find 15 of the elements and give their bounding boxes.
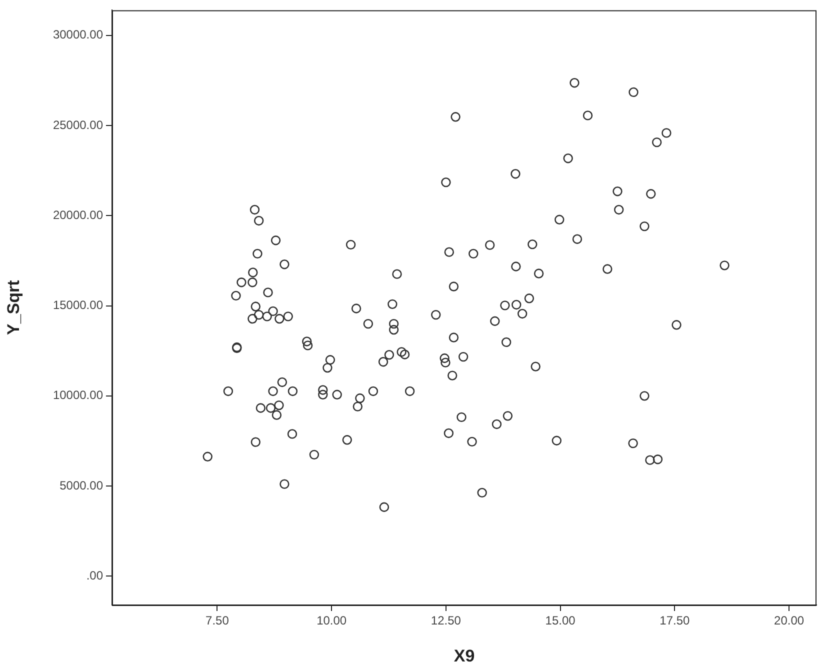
- y-tick-label: .00: [86, 568, 104, 582]
- y-axis-title: Y_Sqrt: [4, 280, 23, 335]
- x-tick-label: 12.50: [430, 614, 462, 628]
- y-tick-label: 5000.00: [60, 478, 104, 492]
- x-tick-label: 10.00: [316, 614, 347, 628]
- x-tick-label: 20.00: [774, 614, 804, 628]
- y-tick-label: 25000.00: [52, 118, 104, 132]
- x-axis-title: X9: [454, 646, 475, 666]
- x-tick-label: 15.00: [545, 614, 576, 628]
- y-tick-label: 20000.00: [52, 208, 104, 222]
- x-tick-label: 17.50: [660, 614, 690, 628]
- y-tick-label: 10000.00: [52, 388, 104, 402]
- y-tick-label: 30000.00: [52, 28, 104, 42]
- x-tick-label: 7.50: [206, 614, 230, 628]
- y-tick-label: 15000.00: [52, 298, 104, 312]
